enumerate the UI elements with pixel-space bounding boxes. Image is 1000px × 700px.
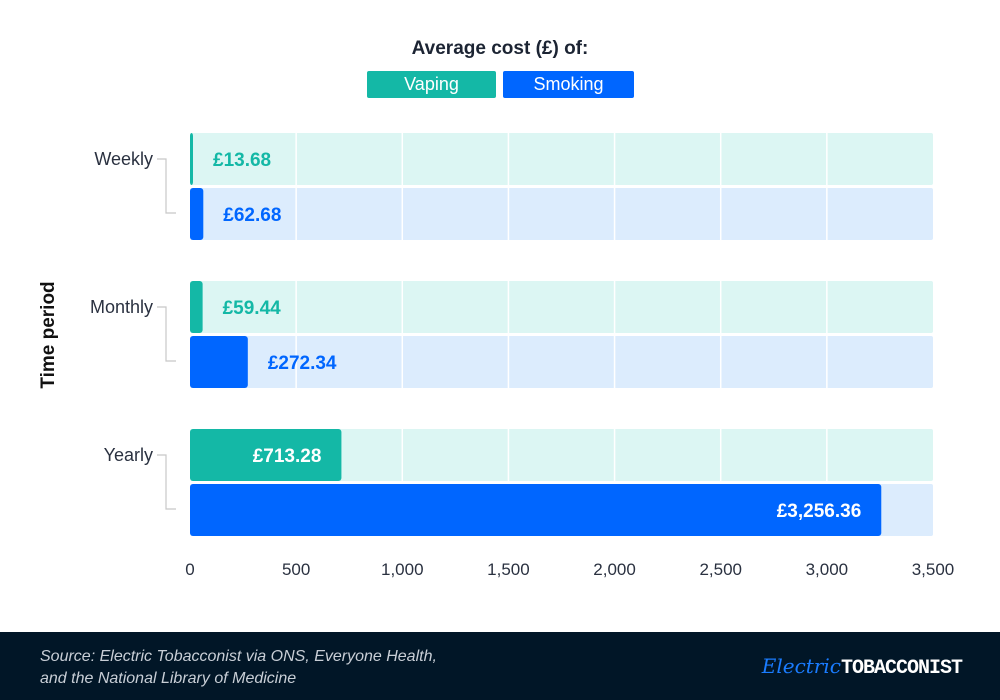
bar-smoking <box>190 336 248 388</box>
category-bracket <box>157 454 176 510</box>
footer: Source: Electric Tobacconist via ONS, Ev… <box>0 632 1000 700</box>
bar-vaping <box>190 281 203 333</box>
y-axis-label: Time period <box>38 281 59 388</box>
x-tick-label: 500 <box>282 560 310 579</box>
bar-track <box>190 281 933 333</box>
data-label: £13.68 <box>213 150 271 171</box>
bar-track <box>190 133 933 185</box>
chart-title: Average cost (£) of: <box>411 38 589 59</box>
bar-track <box>190 188 933 240</box>
x-tick-label: 2,500 <box>699 560 742 579</box>
category-label: Monthly <box>90 297 153 317</box>
bar-track <box>190 429 933 481</box>
data-label: £272.34 <box>268 353 337 374</box>
data-label: £59.44 <box>223 298 282 319</box>
x-tick-label: 3,000 <box>806 560 849 579</box>
data-label: £62.68 <box>223 205 281 226</box>
x-tick-label: 1,000 <box>381 560 424 579</box>
data-label: £3,256.36 <box>777 501 862 522</box>
bar-vaping <box>190 429 342 481</box>
source-note: Source: Electric Tobacconist via ONS, Ev… <box>40 646 560 690</box>
bar-smoking <box>190 484 882 536</box>
category-label: Yearly <box>104 445 153 465</box>
logo: ElectricTOBACCONIST <box>761 654 963 680</box>
category-bracket <box>157 306 176 362</box>
x-tick-label: 0 <box>185 560 194 579</box>
legend-vaping: Vaping <box>367 71 496 98</box>
bar-smoking <box>190 188 204 240</box>
bar-track <box>190 336 933 388</box>
bar-chart: 0 500 1,000 1,500 2,000 2,500 3,000 3,500 Weekly… <box>38 133 955 579</box>
category-bracket <box>157 158 176 214</box>
x-tick-label: 1,500 <box>487 560 530 579</box>
x-tick-label: 3,500 <box>912 560 955 579</box>
legend-smoking: Smoking <box>503 71 634 98</box>
bar-vaping <box>190 133 193 185</box>
source-line: and the National Library of Medicine <box>40 670 297 687</box>
source-line: Source: Electric Tobacconist via ONS, Ev… <box>40 648 437 665</box>
x-tick-label: 2,000 <box>593 560 636 579</box>
data-label: £713.28 <box>253 446 322 467</box>
category-label: Weekly <box>94 149 153 169</box>
